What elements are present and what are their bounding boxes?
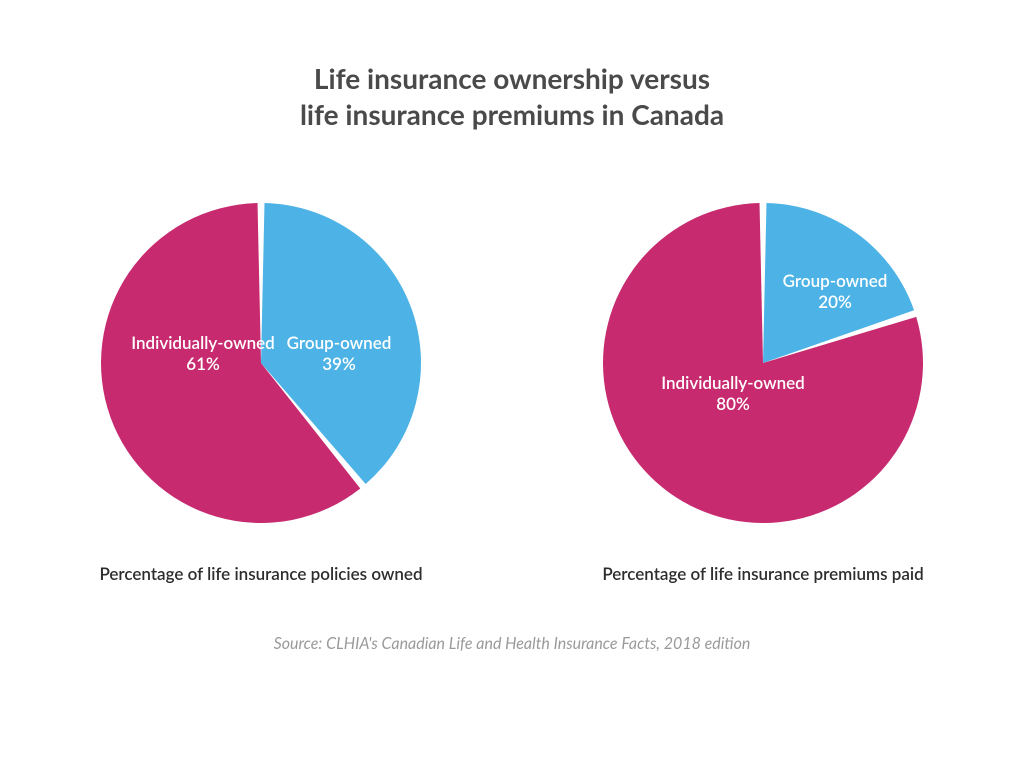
pie-svg (603, 203, 923, 523)
chart-right: Group-owned20% Individually-owned80% Perc… (542, 203, 984, 584)
caption-right: Percentage of life insurance premiums pa… (602, 563, 923, 584)
pie-premiums-paid: Group-owned20% Individually-owned80% (603, 203, 923, 523)
slice-label: Group-owned20% (783, 270, 888, 313)
chart-title-line-2: life insurance premiums in Canada (300, 96, 724, 132)
slice-label: Individually-owned80% (661, 372, 805, 415)
source-citation: Source: CLHIA's Canadian Life and Health… (274, 634, 751, 653)
slice-label: Group-owned39% (287, 332, 392, 375)
caption-left: Percentage of life insurance policies ow… (99, 563, 422, 584)
pie-policies-owned: Group-owned39% Individually-owned61% (101, 203, 421, 523)
charts-row: Group-owned39% Individually-owned61% Perc… (40, 203, 984, 584)
chart-title: Life insurance ownership versus life ins… (300, 60, 724, 133)
chart-left: Group-owned39% Individually-owned61% Perc… (40, 203, 482, 584)
slice-label: Individually-owned61% (131, 332, 275, 375)
chart-title-line-1: Life insurance ownership versus (300, 60, 724, 96)
